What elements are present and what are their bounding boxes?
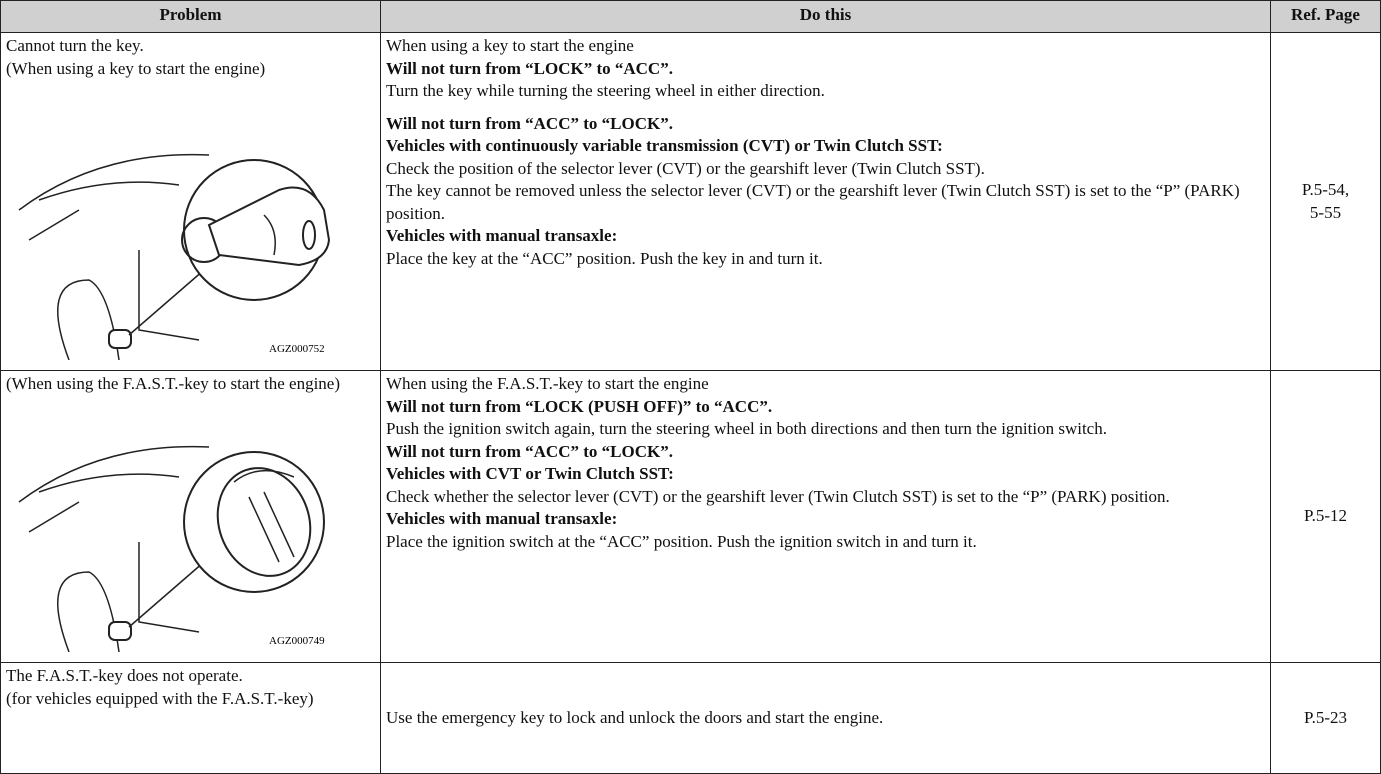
header-text: Ref. Page — [1291, 5, 1360, 24]
figure-caption: AGZ000749 — [269, 635, 325, 647]
ref-page: P.5-12 — [1304, 506, 1347, 526]
action-text: The key cannot be removed unless the sel… — [386, 181, 1240, 223]
illustration-drawing: AGZ000749 — [18, 445, 325, 652]
action-text: When using a key to start the engine — [386, 36, 634, 55]
action-text: Place the key at the “ACC” position. Pus… — [386, 248, 823, 268]
problem-text: Cannot turn the key. — [6, 36, 144, 55]
illustration-drawing: AGZ000752 — [18, 153, 331, 360]
problem-cell: The F.A.S.T.-key does not operate. (for v… — [0, 662, 381, 774]
action-cell: When using the F.A.S.T.-key to start the… — [380, 370, 1271, 663]
problem-text: (for vehicles equipped with the F.A.S.T.… — [6, 688, 314, 708]
action-heading: Vehicles with manual transaxle: — [386, 509, 618, 528]
action-heading: Vehicles with CVT or Twin Clutch SST: — [386, 464, 674, 483]
problem-cell: Cannot turn the key. (When using a key to… — [0, 32, 381, 371]
header-cell: Ref. Page — [1270, 0, 1381, 33]
action-cell: Use the emergency key to lock and unlock… — [380, 662, 1271, 774]
action-heading: Will not turn from “LOCK” to “ACC”. — [386, 58, 673, 78]
action-text: Check the position of the selector lever… — [386, 158, 985, 178]
action-heading: Vehicles with manual transaxle: — [386, 226, 618, 245]
action-text: Turn the key while turning the steering … — [386, 81, 825, 100]
action-text: Push the ignition switch again, turn the… — [386, 419, 1107, 438]
problem-text: The F.A.S.T.-key does not operate. — [6, 666, 243, 685]
ref-page: P.5-23 — [1304, 707, 1347, 727]
header-cell: Problem — [0, 0, 381, 33]
ref-page: 5-55 — [1309, 202, 1342, 222]
ref-page: P.5-54, — [1301, 180, 1350, 199]
problem-cell: (When using the F.A.S.T.-key to start th… — [0, 370, 381, 663]
action-heading: Will not turn from “LOCK (PUSH OFF)” to … — [386, 396, 773, 416]
problem-text: (When using a key to start the engine) — [6, 58, 266, 78]
ref-cell: P.5-23 — [1270, 662, 1381, 774]
illustration: AGZ000749 — [9, 422, 369, 659]
action-heading: Will not turn from “ACC” to “LOCK”. — [386, 113, 673, 133]
action-text: Use the emergency key to lock and unlock… — [386, 707, 884, 727]
header-cell: Do this — [380, 0, 1271, 33]
header-text: Problem — [159, 5, 222, 24]
figure-caption: AGZ000752 — [269, 343, 325, 355]
action-text: When using the F.A.S.T.-key to start the… — [386, 374, 709, 393]
action-text: Place the ignition switch at the “ACC” p… — [386, 531, 977, 551]
action-text: Check whether the selector lever (CVT) o… — [386, 486, 1170, 506]
action-cell: When using a key to start the engine Will… — [380, 32, 1271, 371]
ref-cell: P.5-12 — [1270, 370, 1381, 663]
problem-text: (When using the F.A.S.T.-key to start th… — [6, 374, 340, 393]
ref-cell: P.5-54, 5-55 — [1270, 32, 1381, 371]
illustration: AGZ000752 — [9, 130, 369, 367]
header-text: Do this — [799, 5, 852, 24]
action-heading: Will not turn from “ACC” to “LOCK”. — [386, 441, 673, 461]
action-heading: Vehicles with continuously variable tran… — [386, 136, 943, 155]
